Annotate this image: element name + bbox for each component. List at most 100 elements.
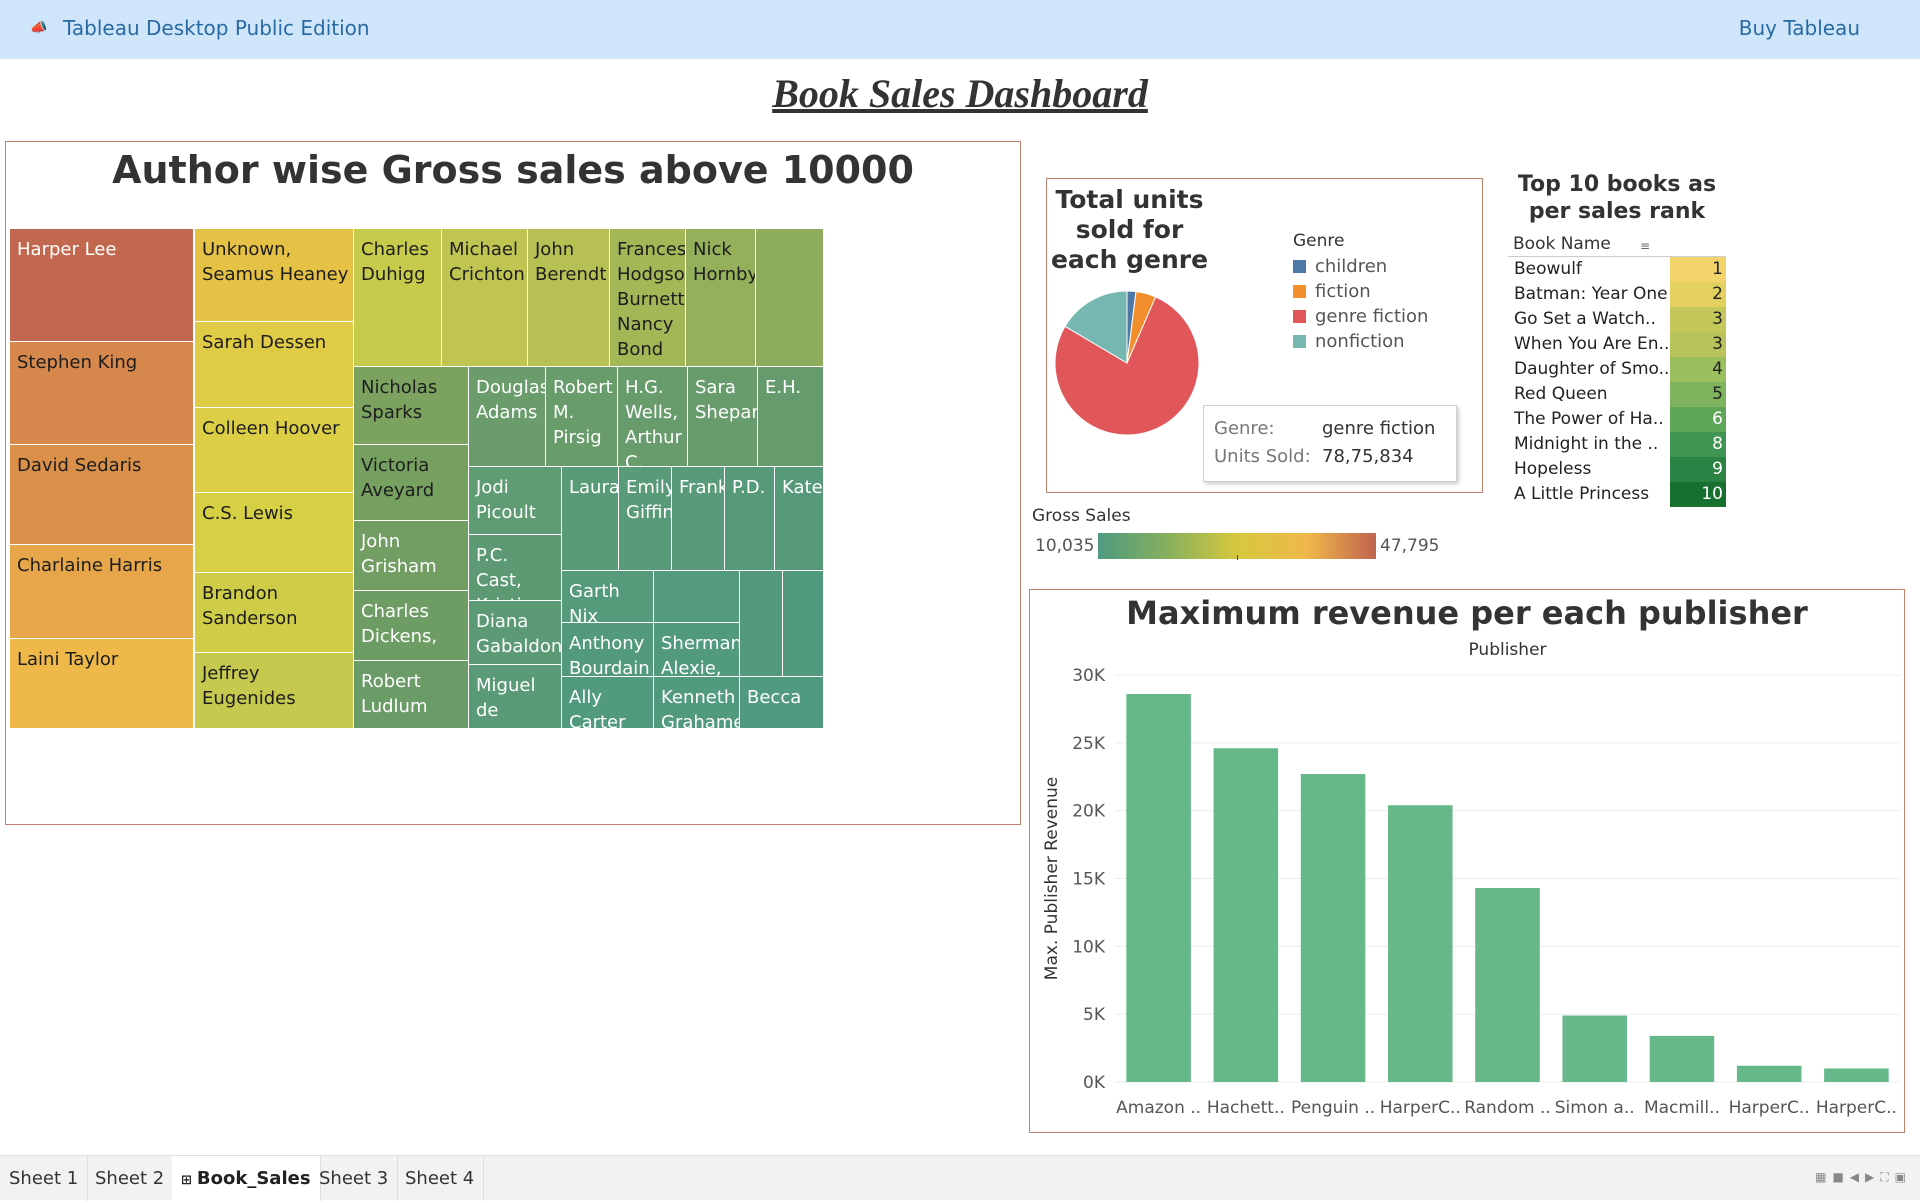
top10-row[interactable]: Beowulf 1 <box>1508 257 1726 282</box>
treemap-tile[interactable]: Laura <box>562 467 619 571</box>
treemap-tile-label: H.G. Wells, Arthur C. <box>625 377 682 467</box>
treemap-tile[interactable]: Laini Taylor <box>10 639 194 729</box>
treemap-tile[interactable]: Unknown, Seamus Heaney <box>195 229 354 322</box>
legend-item-genre-fiction[interactable]: genre fiction <box>1293 304 1428 329</box>
tooltip-genre-value: genre fiction <box>1322 418 1436 439</box>
top10-row[interactable]: Midnight in the .. 8 <box>1508 432 1726 457</box>
treemap-tile[interactable]: Sarah Dessen <box>195 322 354 408</box>
treemap-tile[interactable]: Stephen King <box>10 342 194 445</box>
treemap-tile[interactable]: Becca <box>740 677 824 729</box>
treemap-tile[interactable]: Jeffrey Eugenides <box>195 653 354 729</box>
treemap-tile[interactable]: Ally Carter <box>562 677 654 729</box>
treemap-tile[interactable]: Garth Nix <box>562 571 654 623</box>
x-tick-label: Hachett.. <box>1207 1098 1285 1118</box>
top10-row[interactable]: The Power of Ha.. 6 <box>1508 407 1726 432</box>
bar[interactable] <box>1824 1068 1889 1082</box>
treemap-tile[interactable]: P.C. Cast, Kristin <box>469 535 562 601</box>
treemap-tile[interactable]: Nicholas Sparks <box>354 367 469 445</box>
treemap-tile[interactable]: Robert M. Pirsig <box>546 367 618 467</box>
sales-rank: 8 <box>1670 432 1726 457</box>
legend-item-nonfiction[interactable]: nonfiction <box>1293 329 1428 354</box>
treemap-tile[interactable] <box>783 571 824 677</box>
bar[interactable] <box>1562 1015 1627 1082</box>
bar[interactable] <box>1736 1065 1802 1082</box>
bar[interactable] <box>1649 1035 1715 1082</box>
treemap-tile[interactable]: Harper Lee <box>10 229 194 342</box>
tab-book_sales[interactable]: ⊞ Book_Sales <box>172 1156 321 1201</box>
treemap-tile[interactable]: Sara Shepard <box>688 367 758 467</box>
treemap-tile[interactable]: Jodi Picoult <box>469 467 562 535</box>
book-name: Batman: Year One <box>1514 284 1668 304</box>
tab-sheet-2[interactable]: Sheet 2 <box>86 1156 175 1201</box>
treemap-tile[interactable]: Frances Hodgson Burnett, Nancy Bond <box>610 229 686 367</box>
x-tick-label: HarperC.. <box>1816 1098 1897 1118</box>
treemap-tile-label: Robert M. Pirsig <box>553 377 613 448</box>
treemap-tile-label: E.H. <box>765 377 802 398</box>
top10-row[interactable]: Red Queen 5 <box>1508 382 1726 407</box>
treemap-tile-label: Unknown, Seamus Heaney <box>202 239 349 285</box>
navigation-icons[interactable]: ▦■◀▶⛶▣ <box>1815 1170 1912 1184</box>
treemap-tile[interactable]: Charles Dickens, <box>354 591 469 661</box>
treemap-tile[interactable]: John Berendt <box>528 229 610 367</box>
treemap-tile[interactable]: Sherman Alexie, <box>654 623 740 677</box>
pie-slice-nonfiction[interactable] <box>1064 291 1128 364</box>
treemap-tile[interactable]: Nick Hornby <box>686 229 756 367</box>
pie-slice-genre-fiction[interactable] <box>1055 296 1200 436</box>
legend-item-fiction[interactable]: fiction <box>1293 279 1428 304</box>
top10-row[interactable]: Hopeless 9 <box>1508 457 1726 482</box>
treemap-tile[interactable]: Douglas Adams <box>469 367 546 467</box>
treemap-tile[interactable]: Emily Giffin <box>619 467 672 571</box>
treemap-tile[interactable]: Robert Ludlum <box>354 661 469 729</box>
treemap-tile[interactable]: C.S. Lewis <box>195 493 354 573</box>
buy-tableau-link[interactable]: Buy Tableau <box>1738 16 1860 40</box>
tab-sheet-4[interactable]: Sheet 4 <box>396 1156 485 1201</box>
x-tick-label: Amazon .. <box>1116 1098 1201 1118</box>
treemap-tile[interactable]: P.D. <box>725 467 775 571</box>
treemap-tile-label: Sarah Dessen <box>202 332 327 353</box>
top10-column-header[interactable]: Book Name <box>1513 234 1611 254</box>
treemap-tile[interactable]: Brandon Sanderson <box>195 573 354 653</box>
treemap-tile[interactable] <box>654 571 740 623</box>
treemap-tile[interactable]: Charles Duhigg <box>354 229 442 367</box>
y-tick-label: 30K <box>1072 666 1106 686</box>
bar[interactable] <box>1388 805 1453 1082</box>
treemap-tile[interactable]: H.G. Wells, Arthur C. <box>618 367 688 467</box>
top10-row[interactable]: Batman: Year One 2 <box>1508 282 1726 307</box>
treemap-tile[interactable]: Frank <box>672 467 725 571</box>
pie-chart[interactable] <box>1055 291 1215 451</box>
legend-item-children[interactable]: children <box>1293 254 1428 279</box>
treemap-tile[interactable] <box>740 571 783 677</box>
tab-label: Book_Sales <box>196 1168 311 1189</box>
treemap-tile[interactable]: Diana Gabaldon <box>469 601 562 665</box>
top10-row[interactable]: Daughter of Smo.. 4 <box>1508 357 1726 382</box>
treemap-tile[interactable]: David Sedaris <box>10 445 194 545</box>
bar[interactable] <box>1126 693 1191 1082</box>
top10-row[interactable]: Go Set a Watch.. 3 <box>1508 307 1726 332</box>
treemap-tile[interactable]: Colleen Hoover <box>195 408 354 493</box>
tab-sheet-1[interactable]: Sheet 1 <box>0 1156 89 1201</box>
treemap-tile[interactable]: E.H. <box>758 367 824 467</box>
bar[interactable] <box>1213 748 1279 1082</box>
sort-icon[interactable]: ≡ <box>1640 239 1651 253</box>
bar-chart-panel: Maximum revenue per each publisher Publi… <box>1029 589 1905 1133</box>
bar[interactable] <box>1300 774 1366 1082</box>
pie-panel: Total units sold for each genre Genre ch… <box>1046 178 1483 493</box>
treemap-panel: Author wise Gross sales above 10000 Harp… <box>5 141 1021 825</box>
top10-row[interactable]: When You Are En.. 3 <box>1508 332 1726 357</box>
sales-rank: 3 <box>1670 307 1726 332</box>
treemap-tile[interactable]: Victoria Aveyard <box>354 445 469 521</box>
megaphone-icon: 📣 <box>30 20 48 36</box>
bar[interactable] <box>1475 887 1540 1082</box>
treemap-tile[interactable]: Miguel de Cervantes <box>469 665 562 729</box>
treemap-tile[interactable]: Kenneth Grahame, <box>654 677 740 729</box>
tab-sheet-3[interactable]: Sheet 3 <box>310 1156 399 1201</box>
treemap-tile[interactable]: Michael Crichton <box>442 229 528 367</box>
treemap-tile[interactable]: John Grisham <box>354 521 469 591</box>
treemap-tile[interactable]: Charlaine Harris <box>10 545 194 639</box>
treemap-tile-label: Frank <box>679 477 725 498</box>
top10-row[interactable]: A Little Princess 10 <box>1508 482 1726 507</box>
treemap-tile[interactable] <box>756 229 824 367</box>
treemap-tile[interactable]: Anthony Bourdain <box>562 623 654 677</box>
treemap-tile-label: C.S. Lewis <box>202 503 294 524</box>
treemap-tile[interactable]: Kate <box>775 467 824 571</box>
